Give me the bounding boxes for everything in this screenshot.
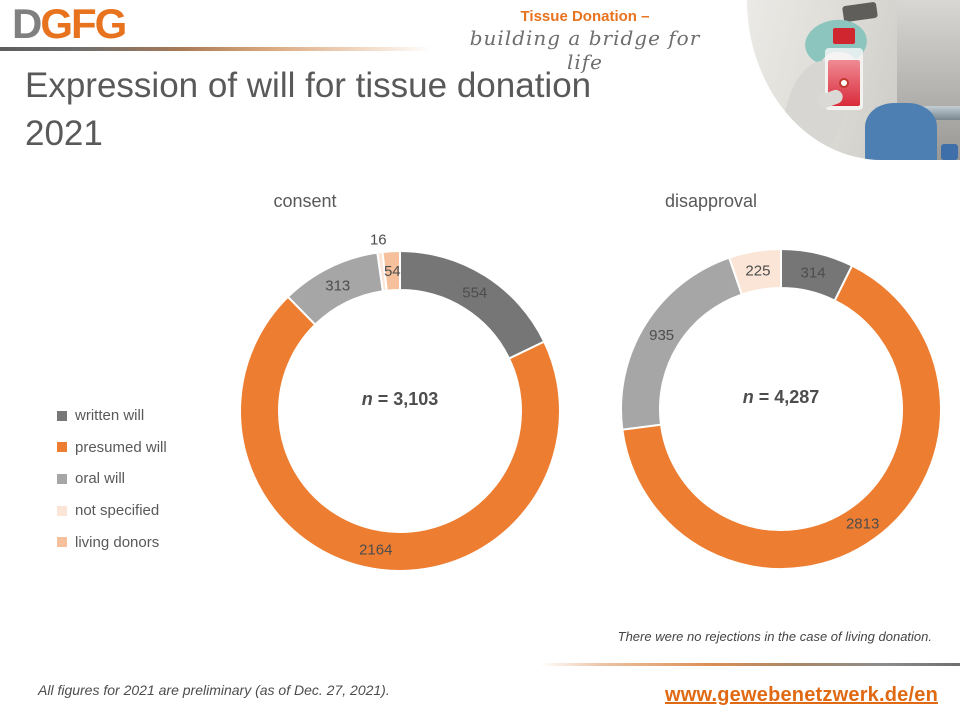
- legend-label: oral will: [75, 470, 126, 488]
- donut-value-label: 54: [384, 263, 401, 280]
- page-title-line1: Expression of will for tissue donation: [25, 66, 592, 105]
- legend-item-oral-will: oral will: [57, 463, 167, 495]
- lab-photo: [747, 0, 960, 160]
- legend-label: not specified: [75, 502, 160, 520]
- legend-marker-not-specified: [57, 505, 67, 516]
- photo-flask-cap: [833, 28, 855, 44]
- legend-item-not-specified: not specified: [57, 495, 167, 527]
- footer-divider: [540, 663, 960, 666]
- donut-segment-living-donors: [381, 249, 401, 292]
- header-divider: [0, 47, 432, 51]
- preliminary-note: All figures for 2021 are preliminary (as…: [38, 682, 390, 698]
- disapproval-donut-chart: 314 2813 935 225 n = 4,287: [596, 224, 960, 594]
- legend-item-living-donors: living donors: [57, 526, 167, 558]
- donut-value-label: 2164: [359, 542, 392, 559]
- photo-flask-label-dot: [839, 78, 849, 88]
- consent-donut-chart: 554 2164 313 16 54 n = 3,103: [215, 226, 585, 596]
- consent-n-label: n = 3,103: [361, 389, 439, 409]
- legend-marker-written-will: [57, 410, 67, 421]
- tagline-motto: building a bridge for life: [469, 26, 701, 74]
- no-rejections-note: There were no rejections in the case of …: [617, 629, 932, 644]
- dgfg-logo: DGFG: [12, 0, 127, 47]
- donut-segment-presumed-will: [239, 295, 561, 572]
- chart-legend: written will presumed will oral will not…: [57, 400, 167, 558]
- donut-value-label: 554: [462, 284, 487, 301]
- tagline-title: Tissue Donation –: [520, 8, 650, 25]
- donut-value-label: 313: [325, 277, 350, 294]
- donut-value-label: 2813: [846, 516, 879, 533]
- legend-item-presumed-will: presumed will: [57, 432, 167, 464]
- photo-blue-bottle: [941, 144, 958, 160]
- donut-value-label: 225: [745, 263, 770, 280]
- donut-segment-not-specified: [727, 247, 782, 296]
- logo-letters-gfg: GFG: [40, 0, 127, 47]
- photo-equipment: [842, 1, 878, 23]
- logo-letter-d: D: [12, 0, 42, 47]
- legend-label: written will: [75, 407, 145, 425]
- legend-label: living donors: [75, 533, 160, 551]
- consent-chart-title: consent: [273, 191, 337, 211]
- legend-marker-presumed-will: [57, 442, 67, 453]
- tagline: Tissue Donation – building a bridge for …: [455, 8, 715, 74]
- donut-segment-presumed-will: [621, 264, 942, 570]
- donut-value-label: 16: [370, 232, 387, 249]
- page-title-line2: 2021: [25, 114, 103, 153]
- legend-item-written-will: written will: [57, 400, 167, 432]
- donut-value-label: 935: [649, 327, 674, 344]
- page-title: Expression of will for tissue donation 2…: [25, 62, 745, 158]
- legend-marker-oral-will: [57, 473, 67, 484]
- legend-label: presumed will: [75, 438, 167, 456]
- photo-blue-gown: [865, 103, 937, 160]
- donut-segment-written-will: [399, 249, 546, 360]
- website-link[interactable]: www.gewebenetzwerk.de/en: [664, 684, 938, 706]
- disapproval-chart-title: disapproval: [664, 191, 758, 211]
- legend-marker-living-donors: [57, 537, 67, 548]
- disapproval-n-label: n = 4,287: [742, 387, 820, 407]
- donut-value-label: 314: [801, 264, 826, 281]
